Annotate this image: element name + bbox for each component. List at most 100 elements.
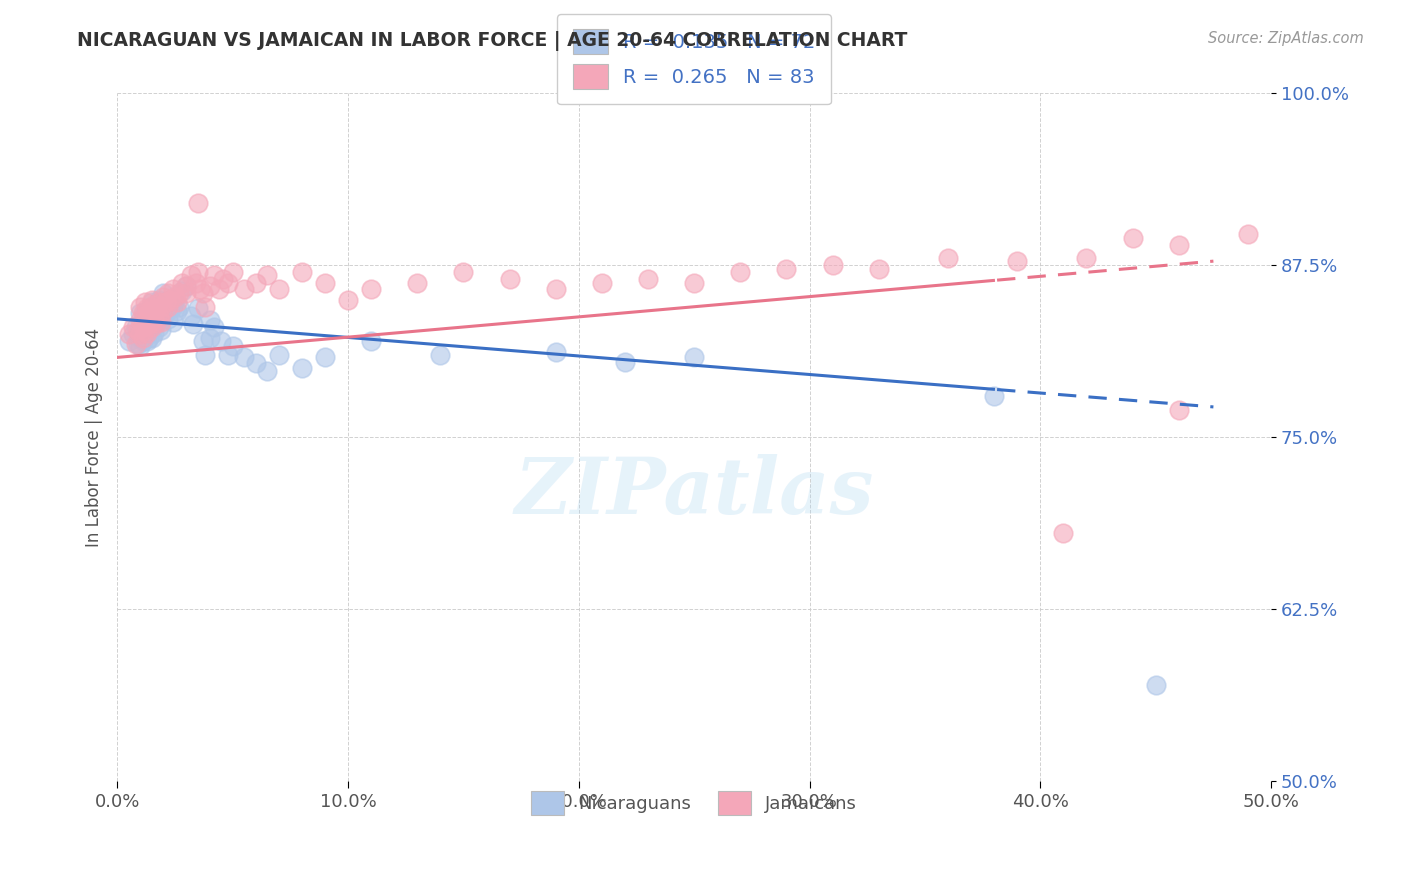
Point xyxy=(138,320,160,334)
Point xyxy=(138,331,160,345)
Point xyxy=(145,302,167,317)
Point xyxy=(136,301,159,315)
Point xyxy=(155,295,177,310)
Point xyxy=(176,285,198,300)
Point xyxy=(131,334,153,348)
Point xyxy=(155,306,177,320)
Point xyxy=(127,323,149,337)
Point xyxy=(138,318,160,332)
Point xyxy=(145,316,167,330)
Point xyxy=(360,334,382,348)
Point xyxy=(233,351,256,365)
Point xyxy=(245,356,267,370)
Point xyxy=(267,282,290,296)
Point xyxy=(150,315,173,329)
Point xyxy=(184,276,207,290)
Point xyxy=(180,268,202,282)
Point xyxy=(498,272,520,286)
Point xyxy=(1167,402,1189,417)
Point xyxy=(406,276,429,290)
Point xyxy=(136,303,159,318)
Point xyxy=(544,282,567,296)
Point xyxy=(194,300,217,314)
Point xyxy=(134,318,156,332)
Point xyxy=(360,282,382,296)
Point xyxy=(138,306,160,320)
Point xyxy=(152,290,174,304)
Point xyxy=(134,306,156,320)
Point xyxy=(166,303,188,318)
Point xyxy=(145,303,167,318)
Point xyxy=(198,313,221,327)
Point xyxy=(314,351,336,365)
Point xyxy=(221,265,243,279)
Point xyxy=(141,331,163,345)
Point xyxy=(217,348,239,362)
Point xyxy=(187,196,209,211)
Point xyxy=(544,345,567,359)
Point xyxy=(152,285,174,300)
Point xyxy=(163,290,186,304)
Point xyxy=(170,285,193,299)
Point xyxy=(1076,252,1098,266)
Point xyxy=(129,339,152,353)
Point xyxy=(187,301,209,315)
Point xyxy=(131,326,153,341)
Point xyxy=(143,326,166,340)
Point xyxy=(730,265,752,279)
Point xyxy=(127,336,149,351)
Point xyxy=(194,348,217,362)
Point xyxy=(202,268,225,282)
Point xyxy=(868,262,890,277)
Point xyxy=(118,334,141,348)
Point xyxy=(118,326,141,341)
Text: ZIPatlas: ZIPatlas xyxy=(515,454,875,531)
Point xyxy=(166,295,188,310)
Point xyxy=(148,306,170,320)
Point xyxy=(191,334,214,348)
Point xyxy=(134,309,156,323)
Point xyxy=(122,326,145,341)
Point xyxy=(141,320,163,334)
Point xyxy=(291,265,314,279)
Point xyxy=(245,276,267,290)
Point xyxy=(983,389,1005,403)
Point xyxy=(134,295,156,310)
Point xyxy=(156,312,179,326)
Point xyxy=(180,309,202,323)
Point xyxy=(148,309,170,323)
Point xyxy=(169,300,191,314)
Point xyxy=(148,295,170,310)
Point xyxy=(156,300,179,314)
Point xyxy=(162,282,184,296)
Point xyxy=(136,334,159,348)
Point xyxy=(148,320,170,334)
Point xyxy=(198,279,221,293)
Point xyxy=(150,309,173,323)
Point xyxy=(136,326,159,340)
Point xyxy=(267,348,290,362)
Point xyxy=(176,279,198,293)
Point xyxy=(1005,254,1028,268)
Point xyxy=(159,293,181,307)
Point xyxy=(221,339,243,353)
Point xyxy=(183,318,205,332)
Point xyxy=(291,361,314,376)
Point xyxy=(141,320,163,334)
Point xyxy=(152,300,174,314)
Point xyxy=(613,354,636,368)
Point xyxy=(131,331,153,345)
Text: NICARAGUAN VS JAMAICAN IN LABOR FORCE | AGE 20-64 CORRELATION CHART: NICARAGUAN VS JAMAICAN IN LABOR FORCE | … xyxy=(77,31,908,51)
Point xyxy=(143,298,166,312)
Point xyxy=(191,285,214,300)
Point xyxy=(129,326,152,341)
Text: Source: ZipAtlas.com: Source: ZipAtlas.com xyxy=(1208,31,1364,46)
Point xyxy=(143,312,166,326)
Point xyxy=(131,306,153,320)
Point xyxy=(150,300,173,314)
Point xyxy=(169,285,191,300)
Point xyxy=(141,306,163,320)
Point xyxy=(1167,237,1189,252)
Point xyxy=(143,312,166,326)
Point xyxy=(134,323,156,337)
